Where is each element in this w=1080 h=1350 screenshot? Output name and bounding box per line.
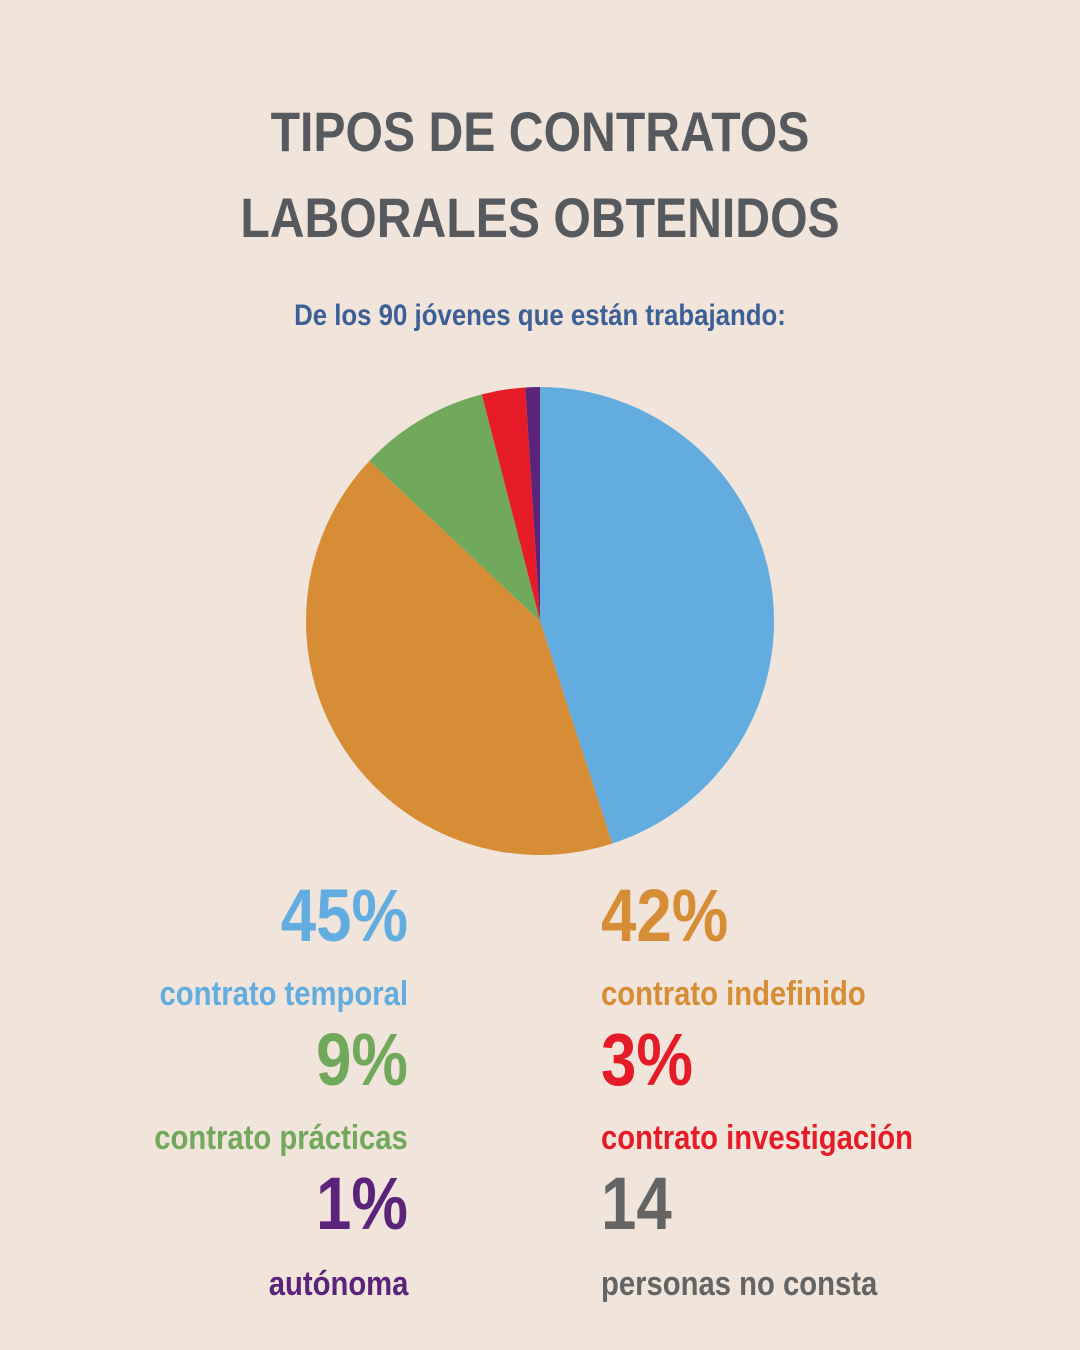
chart-title-line-1: TIPOS DE CONTRATOS — [270, 100, 810, 163]
stat-value-investigacion: 3% — [601, 1018, 693, 1101]
stat-label-indefinido: contrato indefinido — [601, 975, 866, 1013]
stat-label-temporal: contrato temporal — [159, 975, 408, 1013]
chart-title-line-2: LABORALES OBTENIDOS — [240, 186, 840, 249]
pie-slice-investigacion — [481, 387, 540, 621]
stat-label-investigacion: contrato investigación — [601, 1119, 913, 1157]
stat-value-practicas: 9% — [316, 1018, 408, 1101]
pie-slice-autonoma — [525, 386, 540, 621]
pie-slice-temporal — [540, 387, 775, 844]
stat-value-autonoma: 1% — [316, 1162, 408, 1245]
stat-label-autonoma: autónoma — [268, 1265, 408, 1303]
pie-slice-practicas — [369, 394, 540, 621]
stat-label-practicas: contrato prácticas — [154, 1119, 408, 1157]
stat-value-indefinido: 42% — [601, 874, 729, 957]
chart-subtitle: De los 90 jóvenes que están trabajando: — [294, 299, 786, 332]
stat-value-no-consta: 14 — [601, 1162, 672, 1245]
stat-label-no-consta: personas no consta — [601, 1265, 878, 1303]
stat-value-temporal: 45% — [280, 874, 408, 957]
pie-slice-indefinido — [305, 460, 613, 856]
